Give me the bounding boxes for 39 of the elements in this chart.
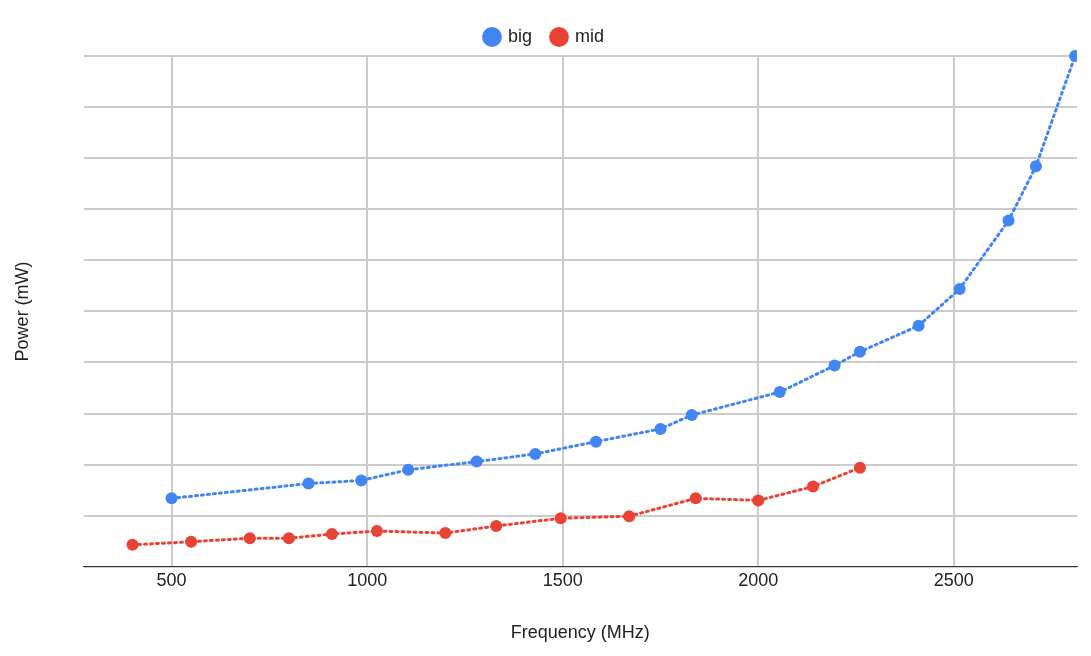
point bbox=[654, 422, 667, 435]
point bbox=[1002, 214, 1015, 227]
point bbox=[589, 435, 602, 448]
x-tick-label: 500 bbox=[156, 569, 187, 590]
point bbox=[490, 519, 503, 532]
point bbox=[853, 461, 866, 474]
point bbox=[282, 532, 295, 545]
point bbox=[325, 528, 338, 541]
point bbox=[470, 455, 483, 468]
point bbox=[828, 359, 841, 372]
x-tick-label: 1500 bbox=[542, 569, 583, 590]
legend-label: big bbox=[507, 25, 533, 46]
point bbox=[165, 492, 178, 505]
point bbox=[439, 527, 452, 540]
point bbox=[1029, 160, 1042, 173]
point bbox=[126, 538, 139, 551]
point bbox=[685, 409, 698, 422]
x-tick-label: 2000 bbox=[738, 569, 779, 590]
x-tick-label: 1000 bbox=[347, 569, 388, 590]
point bbox=[554, 512, 567, 525]
point bbox=[355, 474, 368, 487]
point bbox=[689, 492, 702, 505]
point bbox=[752, 494, 765, 507]
point bbox=[773, 386, 786, 399]
point bbox=[912, 319, 925, 332]
point bbox=[623, 510, 636, 523]
point bbox=[243, 532, 256, 545]
point bbox=[185, 535, 198, 548]
point bbox=[370, 525, 383, 538]
x-axis-title: Frequency (MHz) bbox=[510, 622, 650, 643]
point bbox=[529, 447, 542, 460]
point bbox=[402, 463, 415, 476]
legend-label: mid bbox=[575, 25, 605, 46]
point bbox=[853, 345, 866, 358]
y-axis-title: Power (mW) bbox=[11, 261, 32, 362]
point bbox=[807, 480, 820, 493]
point bbox=[302, 477, 315, 490]
point bbox=[953, 282, 966, 295]
x-tick-label: 2500 bbox=[933, 569, 974, 590]
